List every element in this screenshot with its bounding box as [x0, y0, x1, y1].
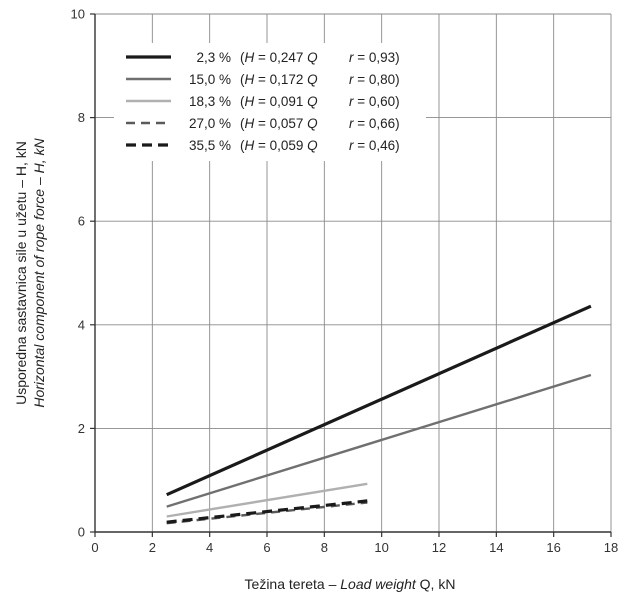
x-axis-title-tail: Q, kN [416, 576, 456, 592]
y-tick-label: 2 [78, 421, 85, 436]
y-axis-title-line1: Usporedna sastavnica sile u užetu – H, k… [13, 141, 29, 405]
legend-r-4: r = 0,66) [349, 116, 400, 131]
legend: 2,3 % (H = 0,247 Q r = 0,93) 15,0 % (H = 0,1… [126, 50, 400, 153]
legend-label-2: 15,0 % [189, 72, 231, 87]
series-line-5 [166, 499, 368, 524]
x-tick-label: 10 [374, 540, 388, 555]
x-axis-title: Težina tereta – Load weight Q, kN [245, 576, 456, 592]
legend-label-1: 2,3 % [196, 50, 231, 65]
y-tick-label: 4 [78, 317, 85, 332]
series-lines [166, 304, 592, 525]
y-tick-label: 6 [78, 214, 85, 229]
legend-r-1: r = 0,93) [349, 50, 400, 65]
axes [90, 13, 612, 537]
legend-formula-4: (H = 0,057 Q [240, 116, 318, 131]
legend-r-5: r = 0,46) [349, 138, 400, 153]
x-tick-label: 18 [604, 540, 618, 555]
x-tick-label: 14 [489, 540, 503, 555]
x-tick-label: 16 [546, 540, 560, 555]
series-line-3 [166, 482, 368, 518]
legend-r-3: r = 0,60) [349, 94, 400, 109]
legend-formula-1: (H = 0,247 Q [240, 50, 318, 65]
x-tick-label: 12 [432, 540, 446, 555]
legend-formula-2: (H = 0,172 Q [240, 72, 318, 87]
legend-formula-3: (H = 0,091 Q [240, 94, 318, 109]
legend-r-2: r = 0,80) [349, 72, 400, 87]
x-tick-label: 8 [321, 540, 328, 555]
legend-formula-5: (H = 0,059 Q [240, 138, 318, 153]
y-axis-title-line2: Horizontal component of rope force – H, … [31, 137, 47, 407]
x-axis-title-italic: Load weight [340, 576, 417, 592]
x-tick-label: 0 [91, 540, 98, 555]
y-tick-label: 10 [71, 7, 85, 22]
x-tick-label: 4 [206, 540, 213, 555]
x-tick-label: 6 [263, 540, 270, 555]
y-tick-label: 8 [78, 110, 85, 125]
x-tick-label: 2 [149, 540, 156, 555]
legend-label-4: 27,0 % [189, 116, 231, 131]
series-line-2 [166, 373, 592, 508]
legend-label-5: 35,5 % [189, 138, 231, 153]
series-line-1 [166, 304, 592, 497]
legend-label-3: 18,3 % [189, 94, 231, 109]
y-tick-label: 0 [78, 525, 85, 540]
tick-labels: 0 2 4 6 8 10 12 14 16 18 0 2 4 6 8 10 [71, 7, 619, 556]
x-axis-title-main: Težina tereta – [245, 576, 341, 592]
